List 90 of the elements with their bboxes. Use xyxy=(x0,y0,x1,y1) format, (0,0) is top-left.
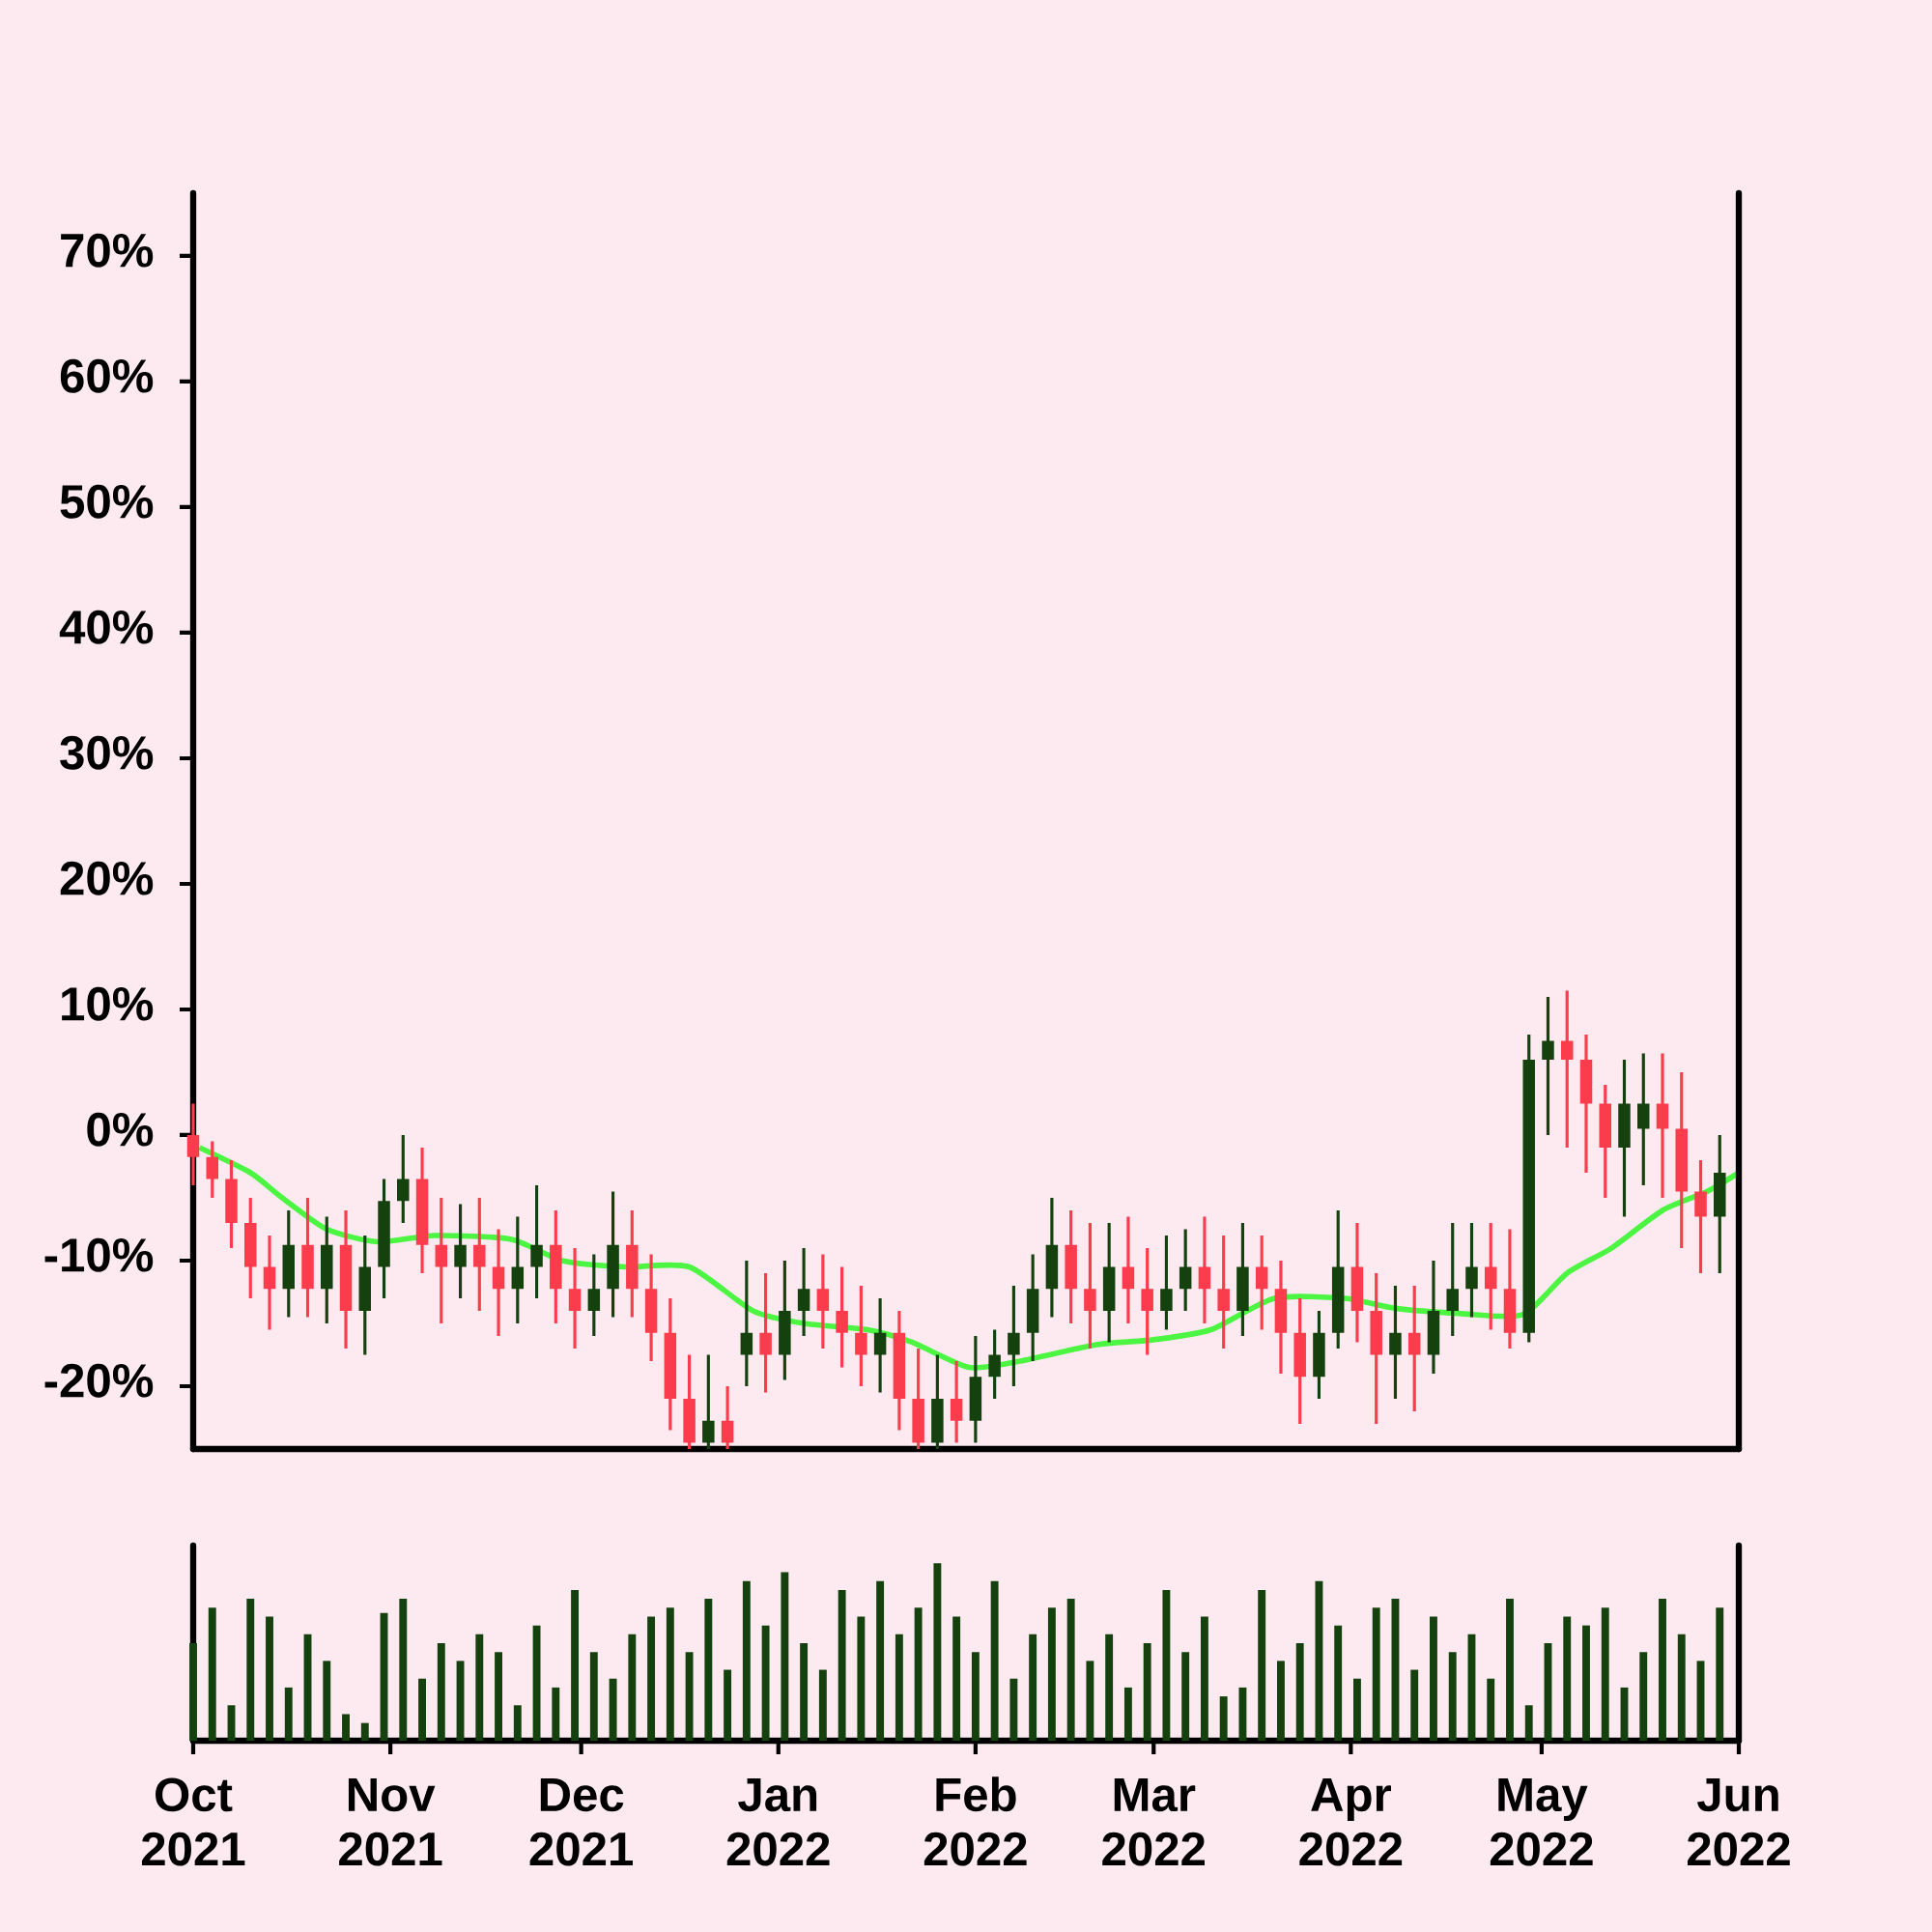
bar xyxy=(284,1687,293,1741)
x-tick-label: May 2022 xyxy=(1490,1777,1593,1866)
bar xyxy=(1352,1678,1361,1741)
bar xyxy=(838,1589,846,1741)
x-tick-label: Nov 2021 xyxy=(339,1777,442,1866)
x-tick-label: Feb 2022 xyxy=(923,1776,1027,1866)
bar xyxy=(1639,1652,1648,1741)
bar xyxy=(1601,1607,1609,1741)
bar xyxy=(742,1580,751,1741)
bar xyxy=(1295,1643,1304,1741)
bar xyxy=(1430,1616,1437,1741)
bar xyxy=(1372,1607,1380,1741)
bar xyxy=(1563,1616,1572,1741)
bar xyxy=(513,1705,522,1741)
x-tick-label: Oct 2021 xyxy=(141,1777,245,1866)
bar xyxy=(609,1678,617,1741)
bar xyxy=(647,1616,656,1741)
bar xyxy=(876,1580,885,1741)
bar xyxy=(1047,1607,1056,1741)
bar xyxy=(990,1580,999,1741)
bar xyxy=(475,1634,484,1741)
bar xyxy=(246,1599,255,1741)
bar xyxy=(1238,1687,1247,1741)
x-tick-label: Jun 2022 xyxy=(1687,1777,1790,1866)
bar xyxy=(704,1599,713,1741)
bar xyxy=(1716,1607,1724,1741)
bar xyxy=(914,1607,923,1741)
bar xyxy=(1105,1634,1114,1741)
x-tick-label: Apr 2022 xyxy=(1299,1777,1403,1866)
bar xyxy=(532,1625,541,1741)
bar xyxy=(589,1652,598,1741)
bar xyxy=(800,1643,809,1741)
bar xyxy=(342,1714,350,1741)
bar xyxy=(1448,1652,1457,1741)
bar xyxy=(1219,1696,1228,1741)
bar xyxy=(437,1643,445,1741)
bar xyxy=(266,1616,273,1741)
bar xyxy=(571,1589,580,1741)
bar xyxy=(1258,1589,1266,1741)
bar xyxy=(360,1722,369,1741)
bar xyxy=(724,1669,732,1741)
bar xyxy=(552,1687,560,1741)
bar xyxy=(1009,1678,1018,1741)
bar xyxy=(1200,1616,1208,1741)
bar xyxy=(1506,1599,1514,1741)
bar xyxy=(418,1678,426,1741)
bar xyxy=(818,1669,827,1741)
y-tick-label: 20% xyxy=(60,861,154,895)
bar xyxy=(1334,1625,1343,1741)
bar xyxy=(761,1625,770,1741)
bar xyxy=(1029,1634,1037,1741)
y-tick-label: 60% xyxy=(60,358,154,393)
bar xyxy=(323,1661,331,1741)
y-tick-label: 0% xyxy=(87,1112,154,1147)
bar xyxy=(1315,1580,1323,1741)
bar xyxy=(208,1607,216,1741)
y-tick-label: -20% xyxy=(44,1363,154,1398)
bar xyxy=(1582,1625,1590,1741)
bar xyxy=(1276,1661,1285,1741)
bar xyxy=(952,1616,961,1741)
bar xyxy=(895,1634,903,1741)
bar xyxy=(1086,1661,1094,1741)
bar xyxy=(781,1572,789,1741)
bar xyxy=(1659,1599,1666,1741)
y-tick-label: 40% xyxy=(59,610,154,644)
bar xyxy=(666,1607,674,1741)
bar xyxy=(1123,1687,1132,1741)
bar xyxy=(399,1599,408,1741)
y-tick-label: 30% xyxy=(60,735,154,770)
y-tick-label: 10% xyxy=(62,986,154,1021)
bar xyxy=(1066,1599,1075,1741)
x-tick-label: Dec 2021 xyxy=(529,1777,634,1866)
bar xyxy=(1162,1589,1171,1741)
bar xyxy=(1410,1669,1419,1741)
bar xyxy=(1181,1652,1190,1741)
bar xyxy=(628,1634,637,1741)
bar xyxy=(971,1652,980,1741)
x-tick-label: Mar 2022 xyxy=(1102,1777,1205,1866)
y-tick-label: -10% xyxy=(44,1237,154,1272)
bar xyxy=(1143,1643,1151,1741)
bar xyxy=(685,1652,694,1741)
bar xyxy=(857,1616,866,1741)
bar xyxy=(933,1563,942,1741)
bar xyxy=(1487,1678,1495,1741)
y-tick-label: 70% xyxy=(61,233,154,268)
bar xyxy=(1524,1705,1533,1741)
x-tick-label: Jan 2022 xyxy=(726,1777,830,1866)
bar xyxy=(495,1652,502,1741)
y-tick-label: 50% xyxy=(60,484,154,519)
bar xyxy=(1677,1634,1686,1741)
